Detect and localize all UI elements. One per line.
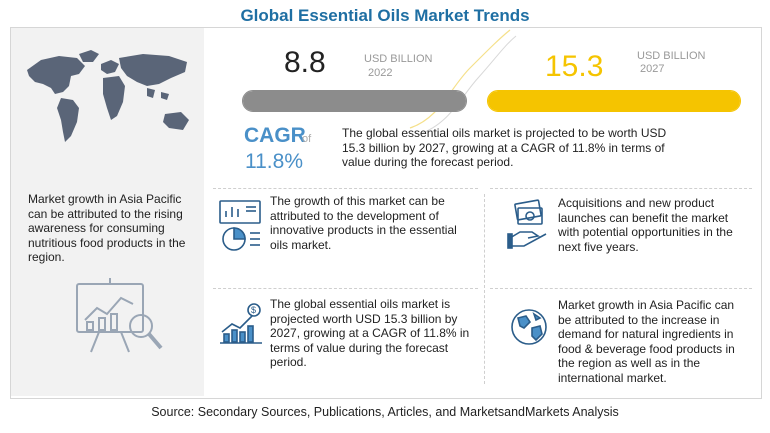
money-hand-icon xyxy=(507,199,547,249)
cagr-label: CAGR xyxy=(244,124,306,147)
market-2027-bar-fill xyxy=(488,91,740,111)
divider xyxy=(213,188,478,189)
market-2027-value: 15.3 xyxy=(545,50,604,83)
divider xyxy=(490,188,752,189)
svg-text:$: $ xyxy=(251,305,256,315)
cagr-value: 11.8% xyxy=(245,150,303,173)
content-frame xyxy=(10,27,762,399)
analytics-dashboard-icon xyxy=(219,200,261,251)
globe-icon xyxy=(511,309,547,345)
divider xyxy=(213,288,478,289)
left-panel xyxy=(11,28,204,396)
market-2022-bar xyxy=(242,90,467,112)
growth-chart-dollar-icon: $ xyxy=(220,303,262,344)
market-2027-year: 2027 xyxy=(640,63,665,75)
market-2027-bar xyxy=(487,90,741,112)
market-2022-year: 2022 xyxy=(368,67,393,79)
world-map-icon xyxy=(27,50,189,142)
item-text: The growth of this market can be attribu… xyxy=(270,194,457,252)
presentation-board-icon xyxy=(76,278,163,353)
item-text: Market growth in Asia Pacific can be att… xyxy=(558,298,735,385)
divider-vertical xyxy=(484,194,485,384)
market-2022-bar-fill xyxy=(243,91,466,111)
market-2022-value: 8.8 xyxy=(284,46,326,79)
divider xyxy=(490,288,752,289)
market-2027-unit: USD BILLION xyxy=(637,50,706,62)
item-text: Acquisitions and new product launches ca… xyxy=(558,196,733,254)
cagr-of: of xyxy=(302,133,312,145)
source-note: Source: Secondary Sources, Publications,… xyxy=(151,405,619,419)
left-panel-text: Market growth in Asia Pacific can be att… xyxy=(28,192,186,265)
item-text: The global essential oils market is proj… xyxy=(270,297,470,370)
market-2022-unit: USD BILLION xyxy=(364,53,433,65)
decorative-swoosh xyxy=(409,29,517,135)
market-summary: The global essential oils market is proj… xyxy=(342,126,667,170)
page-title: Global Essential Oils Market Trends xyxy=(240,6,530,25)
